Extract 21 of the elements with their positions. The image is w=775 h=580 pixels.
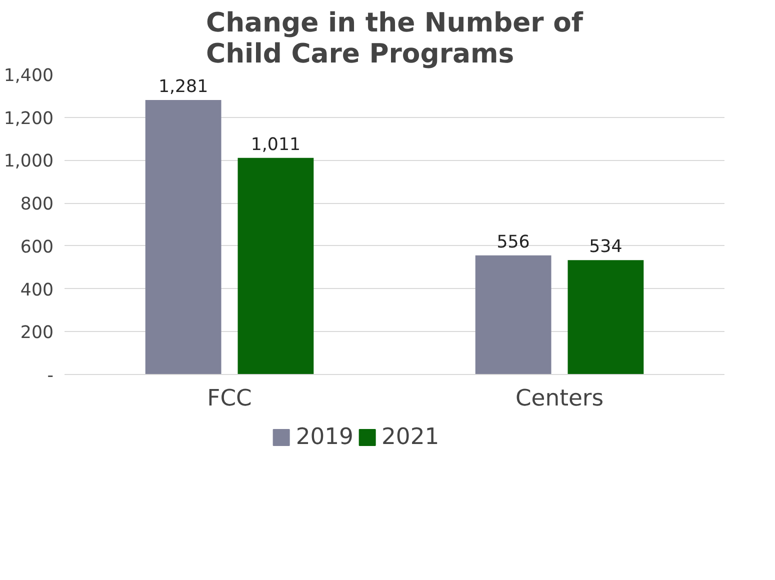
data-label: 1,281 — [158, 77, 208, 97]
legend-label: 2021 — [381, 424, 440, 450]
x-tick-label: FCC — [207, 386, 252, 412]
x-tick-label: Centers — [515, 386, 604, 412]
bar — [475, 255, 552, 374]
y-tick-label: 600 — [20, 237, 54, 258]
data-label: 1,011 — [250, 134, 301, 155]
chart-title: Change in the Number of Child Care Programs — [206, 8, 584, 70]
bar — [238, 158, 314, 374]
y-tick-label: 800 — [20, 194, 54, 215]
bar — [145, 100, 222, 374]
y-tick-label: 1,200 — [4, 108, 54, 129]
legend-label: 2019 — [296, 424, 354, 450]
y-tick-label: - — [47, 366, 54, 386]
y-tick-label: 400 — [20, 280, 54, 300]
data-label: 556 — [496, 232, 530, 252]
data-label: 534 — [589, 237, 622, 258]
y-tick-label: 1,000 — [4, 152, 54, 172]
bar — [568, 260, 644, 374]
y-tick-label: 200 — [20, 323, 54, 344]
y-tick-label: 1,400 — [4, 66, 54, 86]
